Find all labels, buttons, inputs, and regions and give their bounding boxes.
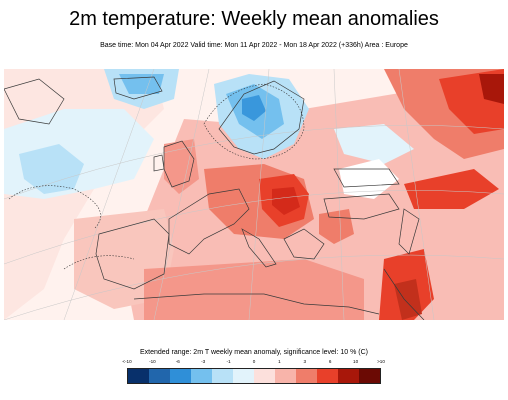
coastlines <box>4 76 425 320</box>
legend-swatch <box>359 369 380 383</box>
legend-swatch <box>296 369 317 383</box>
legend-tick-label: -10 <box>149 359 156 364</box>
legend-swatch <box>317 369 338 383</box>
iceland-deep-cold-patch <box>119 74 164 94</box>
legend-swatch <box>254 369 275 383</box>
legend-tick-label: 0 <box>252 359 256 364</box>
significance-contours <box>8 83 305 270</box>
legend-swatch <box>128 369 149 383</box>
graticule <box>4 69 504 320</box>
map-title: 2m temperature: Weekly mean anomalies <box>69 8 439 30</box>
legend-tick-label: 1 <box>278 359 281 364</box>
legend-swatch <box>212 369 233 383</box>
legend-tick-label: 3 <box>303 359 307 364</box>
north-africa-warm-region <box>144 259 364 320</box>
legend-tick-labels: <-10 -10 -6 -3 -1 0 1 3 6 10 >10 <box>122 359 385 367</box>
anomaly-map <box>4 69 504 320</box>
legend-swatch <box>191 369 212 383</box>
caspian-hot-band <box>404 169 499 209</box>
legend-swatch <box>170 369 191 383</box>
legend-tick-label: 6 <box>328 359 332 364</box>
legend-tick-label: -6 <box>175 359 180 364</box>
legend-swatch <box>233 369 254 383</box>
scandinavia-core-cold-patch <box>242 95 266 121</box>
legend-tick-label: 10 <box>353 359 359 364</box>
legend-swatch <box>149 369 170 383</box>
legend-tick-label: -1 <box>226 359 231 364</box>
arabia-hottest-core <box>394 279 422 320</box>
ural-hottest-core <box>479 74 504 104</box>
legend-tick-label: <-10 <box>122 359 132 364</box>
legend-caption: Extended range: 2m T weekly mean anomaly… <box>139 349 368 356</box>
legend-tick-label: -3 <box>201 359 206 364</box>
legend-color-bar <box>127 368 381 384</box>
legend-swatch <box>338 369 359 383</box>
west-russia-cold-patch <box>334 124 414 164</box>
balkans-hottest-core <box>272 187 300 215</box>
map-subtitle: Base time: Mon 04 Apr 2022 Valid time: M… <box>100 42 408 49</box>
legend-tick-label: >10 <box>377 359 385 364</box>
legend-swatch <box>275 369 296 383</box>
atlantic-cold-patch <box>19 144 84 194</box>
